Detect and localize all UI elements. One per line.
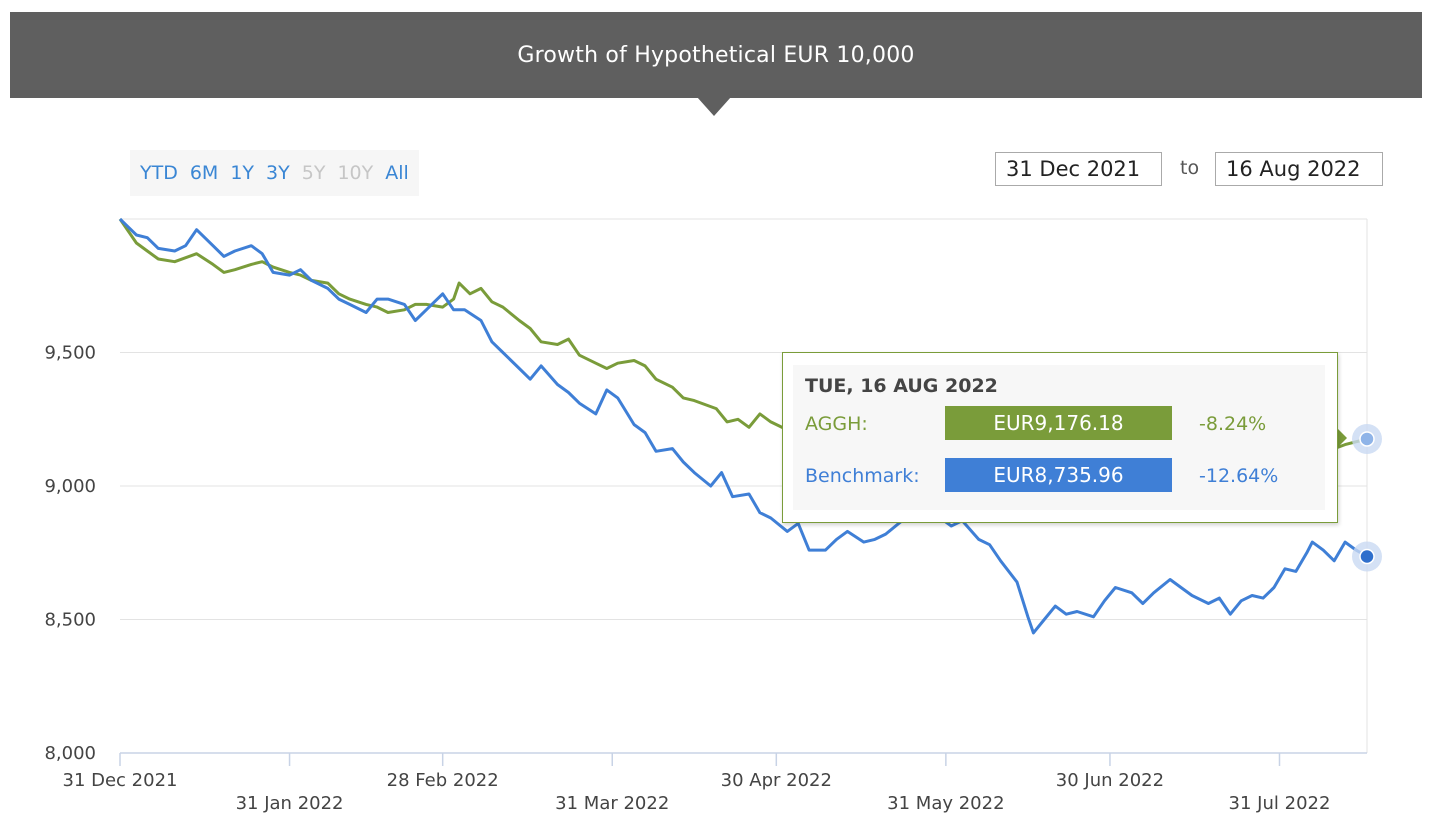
end-markers xyxy=(1352,423,1382,572)
tooltip-aggh-change: -8.24% xyxy=(1199,413,1267,435)
date-to-input[interactable]: 16 Aug 2022 xyxy=(1215,152,1383,186)
x-tick-label: 28 Feb 2022 xyxy=(387,770,499,791)
x-tick-label: 31 Dec 2021 xyxy=(63,770,178,791)
range-button-all[interactable]: All xyxy=(385,162,409,184)
end-marker-benchmark xyxy=(1359,548,1375,565)
tooltip-benchmark-change: -12.64% xyxy=(1199,465,1279,487)
range-button-3y[interactable]: 3Y xyxy=(266,162,290,184)
x-tick-label: 31 Mar 2022 xyxy=(555,793,669,814)
data-tooltip: TUE, 16 AUG 2022 AGGH: EUR9,176.18 -8.24… xyxy=(782,352,1338,523)
date-from-input[interactable]: 31 Dec 2021 xyxy=(995,152,1162,186)
range-button-5y: 5Y xyxy=(301,162,326,184)
y-tick-label: 8,500 xyxy=(44,610,96,631)
chart-title: Growth of Hypothetical EUR 10,000 xyxy=(517,42,915,68)
tooltip-date: TUE, 16 AUG 2022 xyxy=(805,375,998,397)
title-pointer xyxy=(697,97,731,116)
tooltip-aggh-label: AGGH: xyxy=(805,413,868,435)
tooltip-caret xyxy=(1337,428,1347,448)
x-tick-label: 30 Apr 2022 xyxy=(721,770,832,791)
range-selector: YTD 6M 1Y 3Y 5Y 10Y All xyxy=(130,150,419,196)
date-range-separator: to xyxy=(1180,157,1200,179)
chart-title-bar: Growth of Hypothetical EUR 10,000 xyxy=(10,12,1422,98)
end-marker-aggh xyxy=(1359,431,1375,447)
x-tick-label: 30 Jun 2022 xyxy=(1056,770,1164,791)
x-tick-label: 31 May 2022 xyxy=(887,793,1004,814)
tooltip-benchmark-label: Benchmark: xyxy=(805,465,920,487)
x-tick-label: 31 Jan 2022 xyxy=(236,793,344,814)
axes: 8,000 8,500 9,000 9,500 31 Dec 2021 31 Jan 20… xyxy=(44,343,1367,814)
x-tick-label: 31 Jul 2022 xyxy=(1229,793,1331,814)
range-button-10y: 10Y xyxy=(337,162,374,184)
range-button-ytd[interactable]: YTD xyxy=(140,162,178,184)
range-button-6m[interactable]: 6M xyxy=(189,162,219,184)
y-tick-label: 8,000 xyxy=(44,743,96,764)
series-line-aggh xyxy=(118,218,1368,459)
tooltip-panel: TUE, 16 AUG 2022 AGGH: EUR9,176.18 -8.24… xyxy=(793,365,1325,510)
range-button-1y[interactable]: 1Y xyxy=(230,162,255,184)
series-line-benchmark xyxy=(118,217,1368,635)
y-tick-label: 9,500 xyxy=(44,343,96,364)
y-tick-label: 9,000 xyxy=(44,476,96,497)
tooltip-benchmark-value: EUR8,735.96 xyxy=(945,458,1172,492)
tooltip-aggh-value: EUR9,176.18 xyxy=(945,406,1172,440)
series-lines xyxy=(118,217,1368,635)
